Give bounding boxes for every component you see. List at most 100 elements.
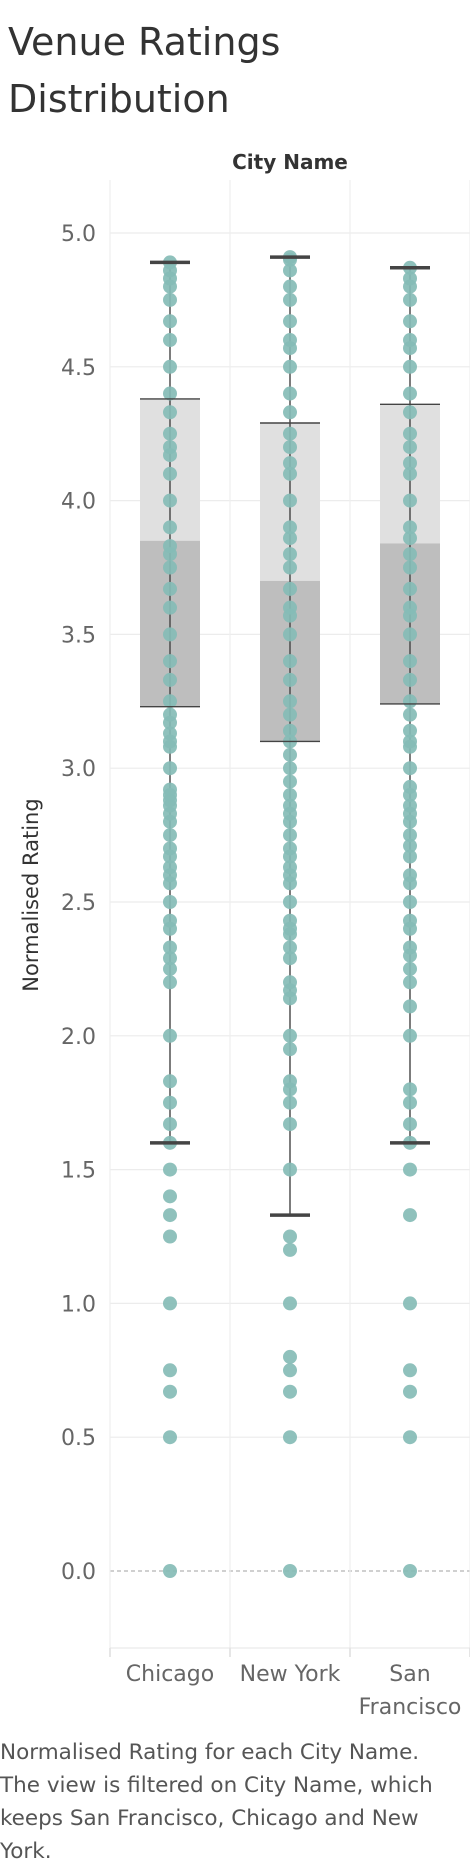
data-point [283,1384,297,1399]
data-point [283,694,297,709]
data-point [283,405,297,420]
data-point [403,440,417,455]
data-point [163,860,177,875]
data-point [163,314,177,329]
data-point [403,1028,417,1043]
data-point [163,694,177,709]
data-point [163,726,177,741]
data-point [283,1162,297,1177]
data-point [283,1117,297,1132]
column-header: City Name [232,150,348,174]
data-point [403,426,417,441]
data-point [283,761,297,776]
data-point [403,723,417,738]
category-label: Chicago [126,1662,214,1687]
y-tick-label: 3.0 [61,757,96,782]
data-point [283,672,297,687]
data-point [283,1242,297,1257]
data-point [163,1028,177,1043]
data-point [283,828,297,843]
data-point [283,1229,297,1244]
y-tick-label: 4.0 [61,490,96,515]
data-point [403,654,417,669]
data-point [283,493,297,508]
data-point [403,531,417,546]
category-label: New York [240,1662,341,1687]
data-point [163,405,177,420]
data-point [283,774,297,789]
data-point [283,456,297,471]
data-point [283,359,297,374]
data-point [283,787,297,802]
data-point [283,895,297,909]
data-point [163,672,177,687]
data-point [403,466,417,481]
data-point [283,1564,297,1578]
data-point [403,828,417,843]
data-point [403,456,417,471]
chart-title: Venue Ratings Distribution [8,20,281,121]
data-point [403,292,417,307]
data-point [163,1384,177,1399]
data-point [163,1208,177,1223]
data-point [163,828,177,843]
data-point [403,581,417,596]
data-point [403,1082,417,1097]
data-point [283,292,297,307]
data-point [283,723,297,738]
category-label: Francisco [359,1695,462,1720]
y-tick-label: 3.5 [61,623,96,648]
y-tick-label: 1.0 [61,1292,96,1317]
data-point [163,440,177,455]
data-point [403,798,417,813]
data-point [163,782,177,797]
data-point [283,940,297,955]
data-point [283,841,297,856]
data-point [163,292,177,307]
data-point [163,1117,177,1132]
data-point [283,1042,297,1057]
data-point [403,359,417,374]
data-point [403,838,417,853]
y-tick-label: 0.5 [61,1426,96,1451]
data-point [403,913,417,928]
data-point [403,761,417,776]
data-point [403,849,417,864]
data-point [163,1095,177,1110]
data-point [283,466,297,481]
data-point [163,627,177,642]
data-point [403,386,417,401]
data-point [163,654,177,669]
data-point [403,999,417,1014]
data-point [283,913,297,928]
data-point [163,975,177,990]
data-point [163,1229,177,1244]
data-point [283,263,297,278]
data-point [163,1564,177,1578]
y-tick-label: 4.5 [61,356,96,381]
data-point [163,386,177,401]
data-point [163,539,177,554]
data-point [163,493,177,508]
data-point [283,1074,297,1089]
data-point [403,1162,417,1177]
data-point [403,1430,417,1445]
data-point [283,654,297,669]
data-point [403,1117,417,1132]
y-tick-label: 2.5 [61,891,96,916]
data-point [283,1028,297,1043]
data-point [163,913,177,928]
data-point [163,333,177,348]
data-point [403,694,417,709]
data-point [163,761,177,776]
data-point [403,895,417,909]
data-point [403,560,417,575]
data-point [403,314,417,329]
data-point [163,1430,177,1445]
y-tick-label: 1.5 [61,1159,96,1184]
data-point [403,405,417,420]
data-point [403,1296,417,1311]
data-point [163,466,177,481]
data-point [283,581,297,596]
data-point [163,1189,177,1204]
